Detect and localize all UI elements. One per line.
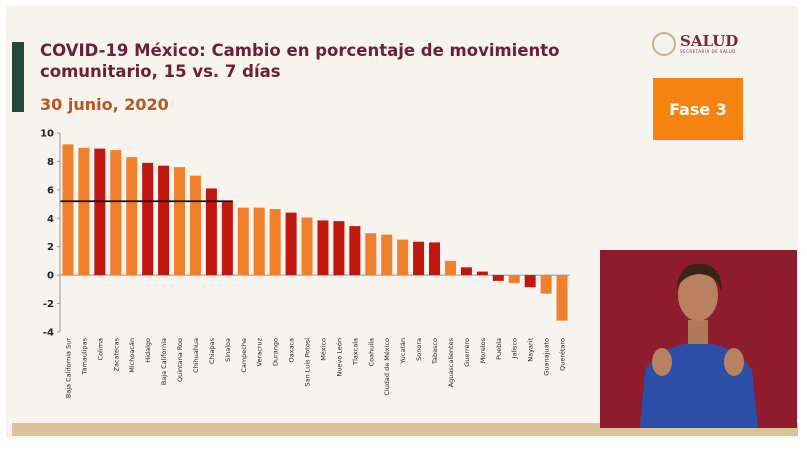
x-tick-label: Baja California	[160, 338, 168, 385]
x-tick-label: San Luis Potosí	[304, 338, 312, 387]
bar	[476, 271, 488, 276]
x-tick-label: Campeche	[240, 338, 248, 373]
x-tick-label: Hidalgo	[144, 338, 152, 363]
x-tick-label: Chihuahua	[192, 338, 200, 373]
x-tick-label: Colima	[96, 338, 104, 360]
y-tick-label: 8	[47, 157, 54, 168]
bar	[524, 275, 536, 288]
x-tick-label: Morelos	[479, 337, 487, 363]
y-tick-label: 4	[47, 214, 54, 225]
bar	[492, 275, 504, 281]
x-tick-label: Guerrero	[463, 338, 471, 367]
bar	[174, 167, 186, 276]
y-tick-label: -2	[43, 299, 54, 310]
x-tick-label: Zacatecas	[112, 337, 120, 371]
x-tick-label: Tlaxcala	[351, 338, 359, 366]
bar	[205, 188, 217, 276]
bar	[110, 150, 122, 276]
x-tick-label: Yucatán	[399, 338, 407, 365]
bar	[78, 147, 90, 276]
x-tick-label: Sonora	[415, 338, 423, 361]
bar	[301, 217, 313, 276]
x-tick-label: Quintana Roo	[176, 338, 184, 382]
bar	[285, 212, 297, 276]
x-tick-label: Puebla	[495, 338, 503, 360]
x-tick-label: Coahuila	[367, 338, 375, 366]
x-tick-label: Michoacán	[128, 338, 136, 373]
bar	[317, 220, 329, 276]
x-tick-label: Guanajuato	[543, 338, 551, 376]
x-tick-label: Veracruz	[256, 337, 264, 366]
bar	[460, 267, 472, 276]
phase-badge: Fase 3	[653, 78, 743, 140]
x-tick-label: Durango	[272, 338, 280, 366]
bar	[253, 207, 265, 276]
x-tick-label: Querétaro	[559, 338, 567, 371]
bar	[381, 234, 393, 276]
y-tick-label: 2	[47, 242, 54, 253]
x-tick-label: México	[319, 338, 327, 361]
bar	[413, 241, 425, 276]
interpreter-figure	[640, 263, 758, 428]
bar	[444, 260, 456, 276]
x-tick-label: Sinaloa	[224, 338, 232, 362]
bar	[142, 162, 154, 276]
bar	[189, 175, 201, 276]
x-tick-label: Jalisco	[511, 338, 519, 359]
bar	[556, 275, 568, 321]
bar	[158, 165, 170, 276]
bar	[349, 226, 361, 276]
x-tick-label: Baja California Sur	[64, 338, 72, 398]
x-tick-label: Nayarit	[527, 338, 535, 362]
y-tick-label: 0	[47, 271, 54, 282]
seal-icon	[652, 32, 676, 56]
chart-title: COVID-19 México: Cambio en porcentaje de…	[40, 41, 560, 81]
accent-stripe	[12, 42, 24, 112]
bar	[333, 221, 345, 276]
x-tick-label: Ciudad de México	[383, 338, 391, 396]
x-tick-label: Chiapas	[208, 337, 216, 364]
x-tick-label: Nuevo León	[335, 338, 343, 376]
logo-text: SALUD	[680, 32, 739, 50]
y-tick-label: -4	[43, 328, 54, 339]
logo-subtitle: SECRETARÍA DE SALUD	[680, 49, 736, 54]
y-tick-label: 6	[47, 185, 54, 196]
bar	[429, 242, 441, 276]
bar	[94, 148, 106, 276]
x-tick-label: Oaxaca	[288, 338, 296, 363]
bar	[397, 239, 409, 276]
x-tick-label: Tabasco	[431, 338, 439, 365]
bar	[365, 233, 377, 276]
bar	[269, 209, 281, 276]
bar	[62, 144, 74, 276]
x-tick-label: Tamaulipas	[80, 337, 88, 375]
sign-language-interpreter	[600, 250, 797, 428]
bar	[221, 201, 233, 276]
x-tick-label: Aguascalientes	[447, 337, 455, 387]
y-tick-label: 10	[40, 129, 54, 140]
bar	[237, 207, 249, 276]
chart-date: 30 junio, 2020	[40, 95, 169, 114]
bar	[126, 157, 138, 276]
bar	[508, 275, 520, 283]
bar	[540, 275, 552, 294]
salud-logo: SALUD SECRETARÍA DE SALUD	[652, 32, 738, 56]
